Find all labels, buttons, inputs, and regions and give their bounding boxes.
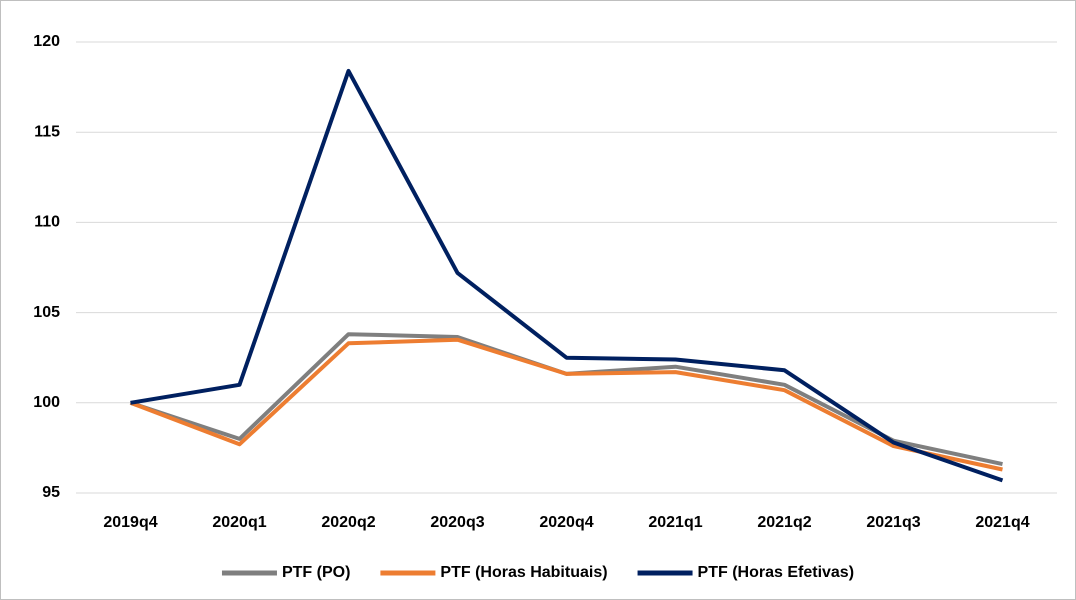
y-tick-label: 120 — [33, 33, 60, 50]
x-tick-label: 2020q4 — [539, 514, 593, 531]
series-line — [130, 68, 1004, 483]
y-tick-label: 110 — [34, 214, 60, 231]
x-tick-label: 2020q2 — [321, 514, 375, 531]
y-tick-label: 95 — [42, 484, 60, 501]
legend-label: PTF (Horas Habituais) — [440, 564, 607, 581]
y-tick-label: 100 — [33, 394, 60, 411]
x-tick-label: 2020q3 — [430, 514, 484, 531]
legend-label: PTF (Horas Efetivas) — [698, 564, 854, 581]
x-tick-label: 2021q3 — [866, 514, 920, 531]
y-tick-label: 105 — [33, 304, 60, 321]
x-tick-label: 2021q1 — [648, 514, 702, 531]
x-tick-label: 2021q2 — [757, 514, 811, 531]
y-tick-label: 115 — [34, 123, 60, 140]
x-tick-label: 2020q1 — [212, 514, 266, 531]
x-tick-label: 2021q4 — [975, 514, 1029, 531]
x-tick-label: 2019q4 — [103, 514, 157, 531]
series-line — [129, 337, 1003, 472]
legend-label: PTF (PO) — [282, 564, 350, 581]
